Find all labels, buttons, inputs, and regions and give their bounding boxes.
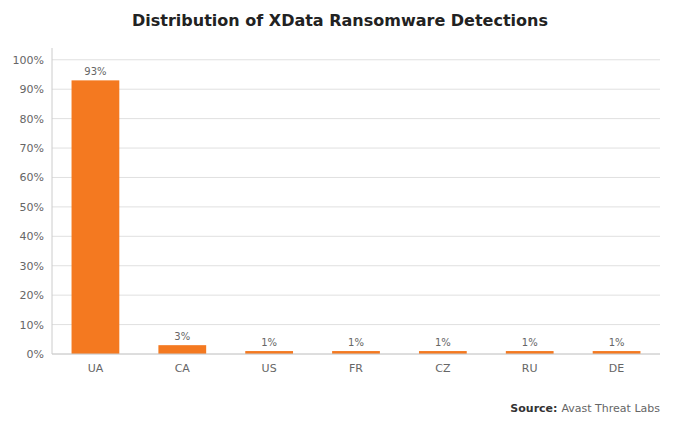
grid <box>52 60 660 354</box>
x-tick-label: DE <box>609 362 624 375</box>
grid-line <box>52 59 660 60</box>
y-tick-label: 10% <box>20 319 44 332</box>
x-tick-label: CA <box>175 362 191 375</box>
grid-line <box>52 324 660 325</box>
y-tick-label: 0% <box>27 348 44 361</box>
grid-line <box>52 295 660 296</box>
data-labels: 93% 3% 1% 1% 1% 1% 1% <box>84 66 624 348</box>
grid-line <box>52 89 660 90</box>
x-tick-label: FR <box>349 362 363 375</box>
y-tick-label: 20% <box>20 289 44 302</box>
y-tick-label: 90% <box>20 83 44 96</box>
chart-container: Distribution of XData Ransomware Detecti… <box>0 0 680 426</box>
y-tick-label: 30% <box>20 260 44 273</box>
x-axis-line <box>52 354 660 355</box>
chart: Distribution of XData Ransomware Detecti… <box>0 0 680 426</box>
title: Distribution of XData Ransomware Detecti… <box>132 11 548 30</box>
grid-line <box>52 354 660 355</box>
y-axis-line <box>52 48 53 354</box>
x-tick-label: CZ <box>435 362 451 375</box>
bars <box>72 80 641 354</box>
source: Source: Avast Threat Labs <box>510 402 660 415</box>
data-label: 3% <box>174 331 190 342</box>
data-label: 1% <box>522 337 538 348</box>
grid-line <box>52 118 660 119</box>
grid-line <box>52 148 660 149</box>
data-label: 1% <box>435 337 451 348</box>
y-axis: 0% 10% 20% 30% 40% 50% 60% 70% 80% 90% 100% <box>13 48 52 361</box>
grid-line <box>52 265 660 266</box>
y-tick-label: 50% <box>20 201 44 214</box>
y-tick-label: 100% <box>13 54 44 67</box>
x-tick-label: UA <box>88 362 104 375</box>
source-regular: Avast Threat Labs <box>561 402 660 415</box>
data-label: 1% <box>261 337 277 348</box>
y-tick-label: 70% <box>20 142 44 155</box>
y-tick-label: 60% <box>20 171 44 184</box>
x-tick-label: US <box>262 362 277 375</box>
y-tick-label: 40% <box>20 230 44 243</box>
data-label: 93% <box>84 66 106 77</box>
grid-line <box>52 177 660 178</box>
source-bold: Source: <box>510 402 557 415</box>
x-tick-label: RU <box>522 362 538 375</box>
grid-line <box>52 206 660 207</box>
bar <box>158 345 206 354</box>
y-tick-label: 80% <box>20 113 44 126</box>
bar <box>72 80 120 354</box>
grid-line <box>52 236 660 237</box>
data-label: 1% <box>348 337 364 348</box>
data-label: 1% <box>609 337 625 348</box>
x-axis: UA CA US FR CZ RU DE <box>52 354 660 375</box>
